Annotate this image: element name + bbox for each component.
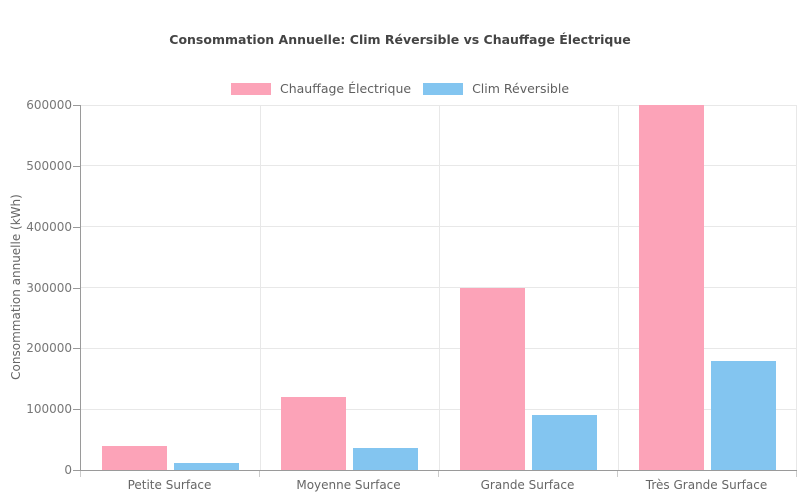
y-tick-label-500000: 500000 xyxy=(26,158,72,173)
grid-line-x-1 xyxy=(260,105,261,470)
bar-clim-r-versible-3 xyxy=(532,415,597,470)
x-tick-mark-3 xyxy=(617,471,618,477)
x-tick-label-2: Moyenne Surface xyxy=(296,478,401,492)
legend-item-clim-reversible[interactable]: Clim Réversible xyxy=(423,82,569,96)
y-tick-label-100000: 100000 xyxy=(26,402,72,417)
bar-chauffage-lectrique-4 xyxy=(639,105,704,470)
y-tick-mark-100000 xyxy=(73,409,80,411)
legend-swatch-chauffage-electrique xyxy=(230,83,271,95)
bar-chauffage-lectrique-2 xyxy=(281,397,346,470)
legend-label-chauffage-electrique: Chauffage Électrique xyxy=(279,81,412,96)
plot-area xyxy=(80,104,797,471)
x-tick-mark-0 xyxy=(80,471,81,477)
x-tick-mark-4 xyxy=(796,471,797,477)
y-tick-label-0: 0 xyxy=(64,463,72,477)
x-tick-label-3: Grande Surface xyxy=(480,478,575,492)
y-tick-mark-600000 xyxy=(73,105,80,106)
bar-clim-r-versible-2 xyxy=(353,448,418,470)
bar-chauffage-lectrique-3 xyxy=(460,287,525,470)
legend-item-chauffage-electrique[interactable]: Chauffage Électrique xyxy=(230,81,412,96)
y-tick-label-400000: 400000 xyxy=(26,219,72,234)
grid-line-x-2 xyxy=(439,105,440,470)
bar-clim-r-versible-4 xyxy=(711,360,776,470)
bar-clim-r-versible-1 xyxy=(174,462,239,470)
grid-line-x-4 xyxy=(796,105,797,470)
y-tick-mark-0 xyxy=(73,470,80,471)
legend-label-clim-reversible: Clim Réversible xyxy=(472,81,570,96)
y-tick-mark-300000 xyxy=(73,287,80,289)
bar-chauffage-lectrique-1 xyxy=(102,445,167,470)
y-tick-mark-400000 xyxy=(73,226,80,228)
x-tick-mark-2 xyxy=(438,471,439,477)
legend-swatch-clim-reversible xyxy=(423,83,464,95)
legend: Chauffage Électrique Clim Réversible xyxy=(0,82,800,96)
chart-title: Consommation Annuelle: Clim Réversible v… xyxy=(169,32,631,47)
y-tick-mark-200000 xyxy=(73,348,80,350)
x-tick-label-4: Très Grande Surface xyxy=(645,478,768,492)
y-tick-label-200000: 200000 xyxy=(26,341,72,356)
y-tick-mark-500000 xyxy=(73,165,80,167)
y-tick-label-300000: 300000 xyxy=(26,280,72,295)
y-tick-label-600000: 600000 xyxy=(26,98,72,112)
grid-line-x-3 xyxy=(618,105,619,470)
x-tick-mark-1 xyxy=(259,471,260,477)
x-tick-label-1: Petite Surface xyxy=(127,478,212,492)
